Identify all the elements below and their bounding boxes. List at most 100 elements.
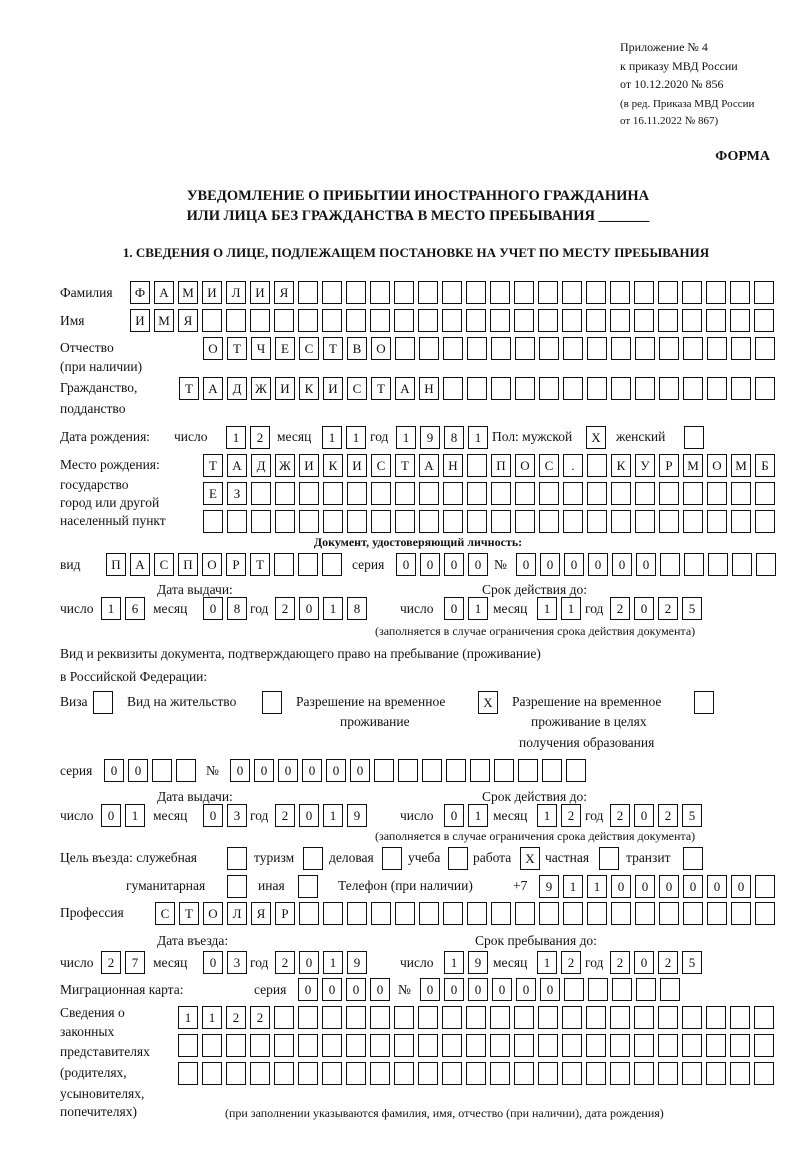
char-box[interactable]: 0 [370,978,390,1001]
char-box[interactable] [322,281,342,304]
char-box[interactable] [490,1062,510,1085]
char-box[interactable]: 2 [101,951,121,974]
char-box[interactable] [419,337,439,360]
char-box[interactable] [275,510,295,533]
char-box[interactable] [730,309,750,332]
char-box[interactable] [442,1006,462,1029]
char-box[interactable] [443,337,463,360]
char-box[interactable]: 0 [104,759,124,782]
char-box[interactable] [659,510,679,533]
char-box[interactable]: 0 [444,978,464,1001]
char-box[interactable] [754,309,774,332]
char-box[interactable]: 1 [322,426,342,449]
char-box[interactable] [226,1034,246,1057]
char-box[interactable] [299,482,319,505]
char-box[interactable]: 2 [658,804,678,827]
char-box[interactable] [394,1034,414,1057]
char-box[interactable] [634,281,654,304]
char-box[interactable] [274,1062,294,1085]
char-box[interactable] [442,1034,462,1057]
char-box[interactable] [418,1006,438,1029]
char-box[interactable] [731,337,751,360]
char-box[interactable]: 0 [468,553,488,576]
char-box[interactable]: Т [323,337,343,360]
char-box[interactable] [467,337,487,360]
char-box[interactable] [562,1006,582,1029]
char-box[interactable]: 0 [302,759,322,782]
char-box[interactable]: С [347,377,367,400]
char-box[interactable] [755,337,775,360]
char-box[interactable]: Ж [251,377,271,400]
char-box[interactable]: 1 [468,597,488,620]
char-box[interactable] [419,482,439,505]
char-box[interactable]: 2 [250,1006,270,1029]
char-box[interactable] [754,1006,774,1029]
char-box[interactable]: 0 [203,951,223,974]
char-box[interactable] [371,482,391,505]
char-box[interactable] [586,1034,606,1057]
char-box[interactable]: 0 [298,978,318,1001]
char-box[interactable]: И [275,377,295,400]
char-box[interactable]: О [707,454,727,477]
char-box[interactable] [518,759,538,782]
char-box[interactable]: 0 [707,875,727,898]
char-box[interactable] [755,510,775,533]
char-box[interactable]: 0 [635,875,655,898]
char-box[interactable] [347,902,367,925]
char-box[interactable] [442,281,462,304]
char-box[interactable] [634,309,654,332]
char-box[interactable]: 5 [682,951,702,974]
char-box[interactable] [466,1034,486,1057]
char-box[interactable]: 0 [420,978,440,1001]
char-box[interactable] [563,482,583,505]
char-box[interactable] [515,337,535,360]
char-box[interactable] [706,1034,726,1057]
char-box[interactable] [274,309,294,332]
char-box[interactable] [730,281,750,304]
char-box[interactable] [490,1034,510,1057]
char-box[interactable]: 0 [516,553,536,576]
char-box[interactable] [586,281,606,304]
char-box[interactable]: 2 [610,804,630,827]
char-box[interactable]: 0 [278,759,298,782]
char-box[interactable] [659,482,679,505]
char-box[interactable] [370,1062,390,1085]
char-box[interactable] [586,1062,606,1085]
char-box[interactable] [731,510,751,533]
char-box[interactable]: М [731,454,751,477]
char-box[interactable] [346,1062,366,1085]
char-box[interactable]: 0 [612,553,632,576]
char-box[interactable]: И [347,454,367,477]
char-box[interactable]: 9 [347,951,367,974]
char-box[interactable]: 1 [537,804,557,827]
char-box[interactable]: 1 [202,1006,222,1029]
char-box[interactable]: 1 [323,597,343,620]
char-box[interactable] [298,281,318,304]
char-box[interactable]: 8 [444,426,464,449]
char-box[interactable] [466,281,486,304]
char-box[interactable] [322,1006,342,1029]
char-box[interactable]: 1 [444,951,464,974]
char-box[interactable] [178,1062,198,1085]
char-box[interactable]: О [202,553,222,576]
char-box[interactable] [202,1034,222,1057]
checkbox[interactable] [227,875,247,898]
char-box[interactable]: Д [227,377,247,400]
char-box[interactable]: 1 [101,597,121,620]
char-box[interactable] [636,978,656,1001]
char-box[interactable]: П [178,553,198,576]
char-box[interactable] [346,1034,366,1057]
char-box[interactable]: Р [226,553,246,576]
checkbox[interactable] [303,847,323,870]
char-box[interactable]: 5 [682,804,702,827]
checkbox[interactable]: X [520,847,540,870]
char-box[interactable]: 0 [564,553,584,576]
char-box[interactable]: Т [395,454,415,477]
char-box[interactable]: И [202,281,222,304]
char-box[interactable] [682,309,702,332]
char-box[interactable]: 0 [468,978,488,1001]
char-box[interactable]: 1 [561,597,581,620]
char-box[interactable]: 0 [254,759,274,782]
char-box[interactable] [514,281,534,304]
char-box[interactable] [515,482,535,505]
